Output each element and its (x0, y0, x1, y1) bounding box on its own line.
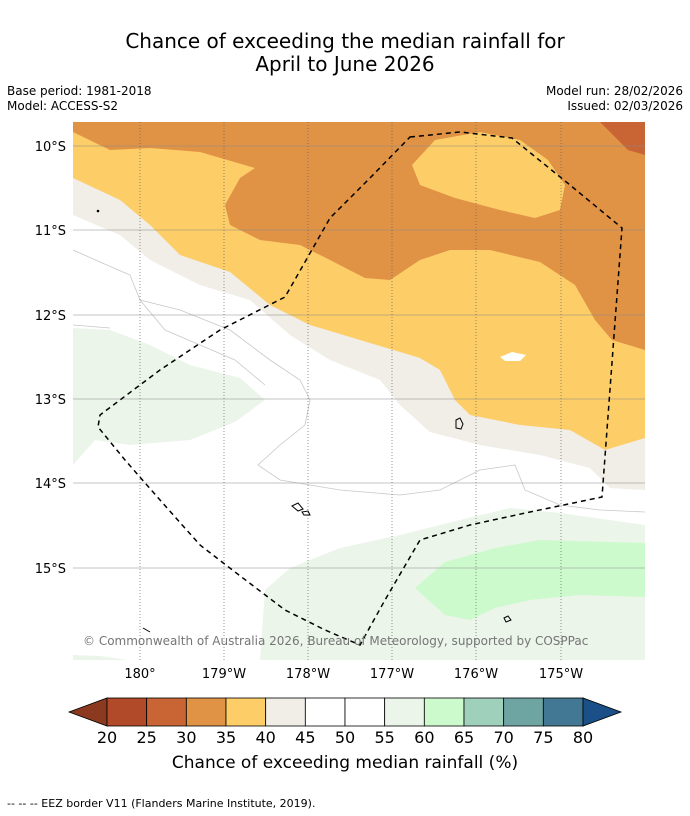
colorbar-boxes (106, 697, 584, 727)
colorbar-tick-label: 25 (136, 728, 156, 747)
rainfall-map: © Commonwealth of Australia 2026, Bureau… (73, 122, 645, 660)
lat-label: 13°S (35, 393, 66, 408)
zone-55-60-west (73, 328, 265, 465)
contour-lines (73, 249, 645, 513)
colorbar-tick-label: 50 (335, 728, 355, 747)
contour-line (139, 299, 266, 386)
lon-label: 180° (124, 667, 155, 682)
eez-footnote: -- -- -- EEZ border V11 (Flanders Marine… (7, 797, 316, 810)
colorbar-legend: 20 25 30 35 40 45 50 55 60 65 70 75 80 (67, 697, 623, 747)
colorbar-box-35_40 (225, 697, 267, 727)
title-line-2: April to June 2026 (255, 52, 435, 76)
colorbar-box-70_75 (503, 697, 544, 727)
lon-label: 176°W (454, 667, 498, 682)
colorbar-box-75_80 (542, 697, 584, 727)
colorbar-tick-label: 65 (454, 728, 474, 747)
colorbar-tick-label: 75 (533, 728, 553, 747)
colorbar-box-65_70 (463, 697, 505, 727)
meta-left: Base period: 1981-2018 Model: ACCESS-S2 (7, 84, 152, 114)
zone-25-30 (600, 122, 645, 155)
colorbar-tick-label: 55 (374, 728, 394, 747)
chart-title: Chance of exceeding the median rainfall … (0, 30, 690, 76)
copyright-text: © Commonwealth of Australia 2026, Bureau… (83, 634, 588, 648)
colorbar-tick-label: 20 (97, 728, 117, 747)
colorbar-high-arrow (582, 697, 623, 727)
zone-45-50-patch (500, 352, 526, 361)
colorbar-tick-label: 40 (255, 728, 275, 747)
colorbar-tick-label: 35 (216, 728, 236, 747)
colorbar-box-40_45 (265, 697, 306, 727)
contour-line (73, 249, 645, 513)
lon-label: 179°W (202, 667, 246, 682)
issued-label: Issued: 02/03/2026 (567, 99, 683, 113)
island-outline (455, 417, 464, 430)
lat-label: 14°S (35, 477, 66, 492)
colorbar-tick-label: 70 (493, 728, 513, 747)
lat-label: 11°S (35, 224, 66, 239)
model-label: Model: ACCESS-S2 (7, 99, 119, 113)
colorbar-box-60_65 (423, 697, 465, 727)
zone-35-40-patch (412, 132, 565, 218)
latitude-axis: 10°S 11°S 12°S 13°S 14°S 15°S (35, 140, 66, 577)
colorbar-box-50_55 (344, 697, 386, 727)
island-outline (142, 627, 151, 633)
contour-line (73, 324, 111, 329)
lon-label: 177°W (370, 667, 414, 682)
island-outline (503, 615, 512, 623)
colorbar-tick-label: 80 (573, 728, 593, 747)
model-run-label: Model run: 28/02/2026 (545, 84, 683, 98)
island-outline (291, 502, 304, 512)
legend-title: Chance of exceeding median rainfall (%) (171, 753, 519, 773)
colorbar-tick-labels: 20 25 30 35 40 45 50 55 60 65 70 75 80 (97, 728, 593, 747)
islands (96, 209, 512, 633)
colorbar-box-25_30 (146, 697, 187, 727)
colorbar-low-arrow (67, 697, 108, 727)
lon-label: 178°W (286, 667, 330, 682)
colorbar-box-20_25 (106, 697, 148, 727)
eez-border (97, 131, 623, 646)
colorbar-tick-label: 30 (176, 728, 196, 747)
zone-60-65 (415, 540, 645, 620)
colorbar-box-55_60 (384, 697, 425, 727)
colorbar-tick-label: 60 (414, 728, 434, 747)
lat-label: 15°S (35, 562, 66, 577)
colorbar-box-30_35 (185, 697, 227, 727)
meta-right: Model run: 28/02/2026 Issued: 02/03/2026 (546, 84, 683, 114)
colorbar-box-45_50 (304, 697, 346, 727)
longitude-axis: 180° 179°W 178°W 177°W 176°W 175°W (124, 667, 583, 682)
lat-label: 12°S (35, 309, 66, 324)
title-line-1: Chance of exceeding the median rainfall … (125, 29, 565, 53)
lon-label: 175°W (539, 667, 583, 682)
colorbar-tick-label: 45 (295, 728, 315, 747)
island-dot (96, 209, 100, 213)
island-outline (301, 510, 311, 516)
gridlines (73, 122, 645, 660)
lat-label: 10°S (35, 140, 66, 155)
zone-55-60-corner (73, 655, 128, 660)
base-period-label: Base period: 1981-2018 (7, 84, 152, 98)
